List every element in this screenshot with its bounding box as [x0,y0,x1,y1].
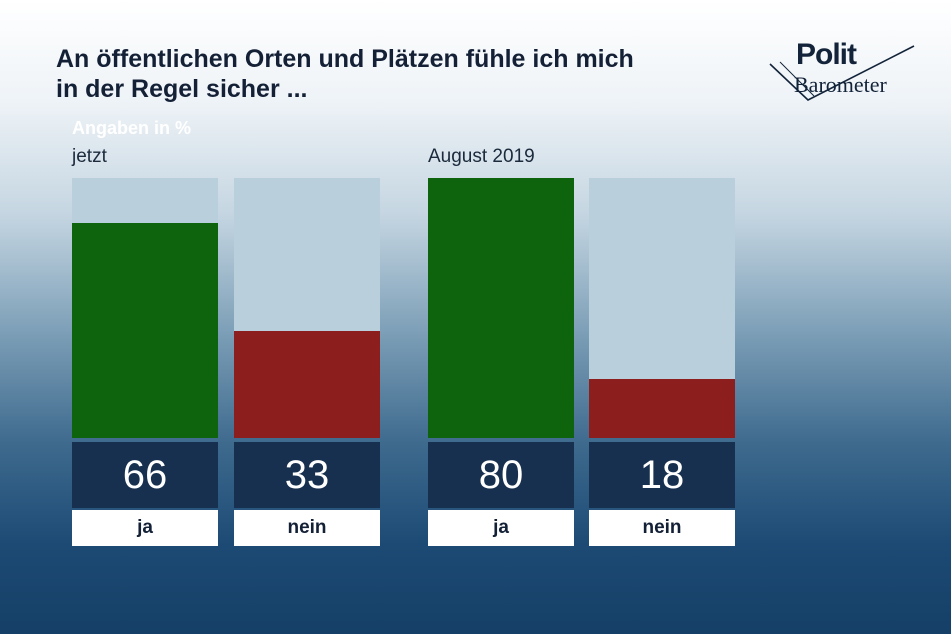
logo-polit-text: Polit [796,38,857,71]
politbarometer-logo: Polit Barometer [764,36,924,106]
category-label-now-nein: nein [234,510,380,546]
logo-barometer-text: Barometer [794,72,887,97]
bar-2019-ja [428,178,574,438]
bar-track [234,178,380,438]
value-label-now-ja: 66 [72,442,218,508]
bar-now-ja [72,223,218,438]
bar-track [428,178,574,438]
chart-title: An öffentlichen Orten und Plätzen fühle … [56,44,776,104]
logo-checkmark-icon [769,45,915,101]
bar-track [72,178,218,438]
bar-track [589,178,735,438]
panel-label-now: jetzt [72,146,107,167]
bar-now-nein [234,331,380,438]
value-label-2019-ja: 80 [428,442,574,508]
value-label-2019-nein: 18 [589,442,735,508]
panel-label-august-2019: August 2019 [428,146,535,167]
category-label-now-ja: ja [72,510,218,546]
chart-title-line-2: in der Regel sicher ... [56,75,308,103]
bar-2019-nein [589,379,735,438]
unit-label: Angaben in % [72,118,192,138]
category-label-2019-ja: ja [428,510,574,546]
category-label-2019-nein: nein [589,510,735,546]
chart-title-line-1: An öffentlichen Orten und Plätzen fühle … [56,45,634,73]
value-label-now-nein: 33 [234,442,380,508]
